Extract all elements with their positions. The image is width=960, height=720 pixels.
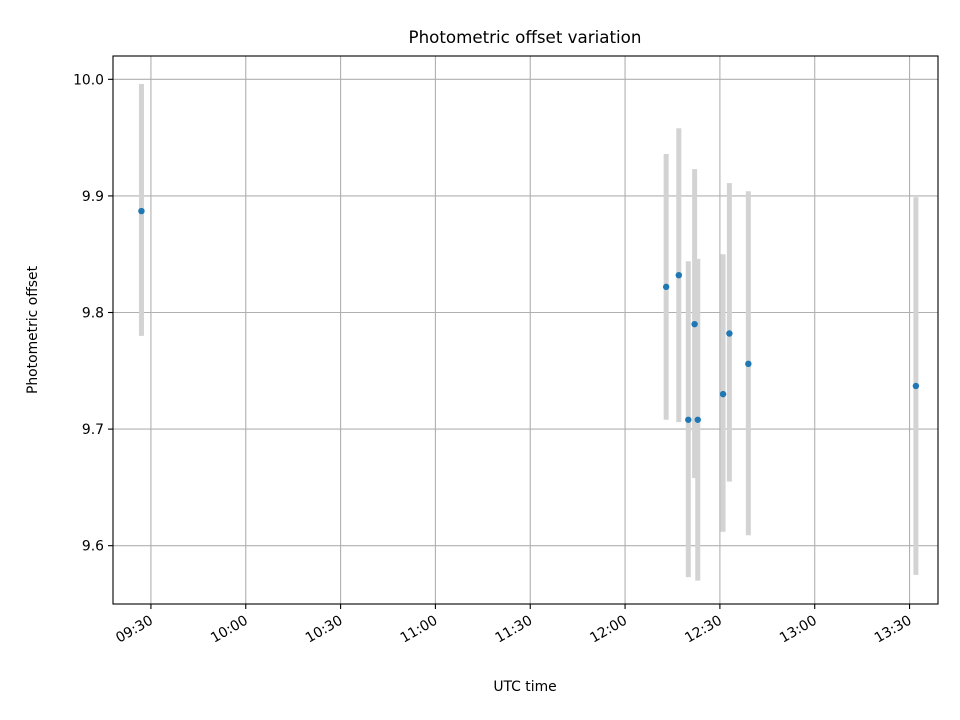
- y-axis-label: Photometric offset: [25, 265, 41, 394]
- y-tick-label: 9.9: [82, 189, 104, 205]
- data-point: [675, 272, 683, 279]
- y-tick-label: 10.0: [73, 72, 104, 88]
- y-tick-label: 9.8: [82, 306, 104, 322]
- data-point: [694, 416, 701, 423]
- y-axis-ticks: 9.6 9.7 9.8 9.9 10.0: [73, 72, 113, 555]
- data-point: [912, 382, 920, 390]
- grid: [113, 56, 938, 604]
- data-point: [719, 390, 727, 398]
- data-point: [745, 360, 752, 368]
- data-markers: [138, 207, 920, 423]
- data-point: [685, 416, 692, 423]
- data-point: [138, 207, 145, 215]
- data-point: [691, 320, 698, 328]
- y-tick-label: 9.6: [82, 539, 104, 555]
- plot-frame: [112, 55, 939, 605]
- data-point: [726, 330, 733, 337]
- data-point: [662, 283, 670, 291]
- chart-title: Photometric offset variation: [409, 27, 642, 47]
- x-axis-label: UTC time: [493, 679, 556, 695]
- y-tick-label: 9.7: [82, 422, 104, 438]
